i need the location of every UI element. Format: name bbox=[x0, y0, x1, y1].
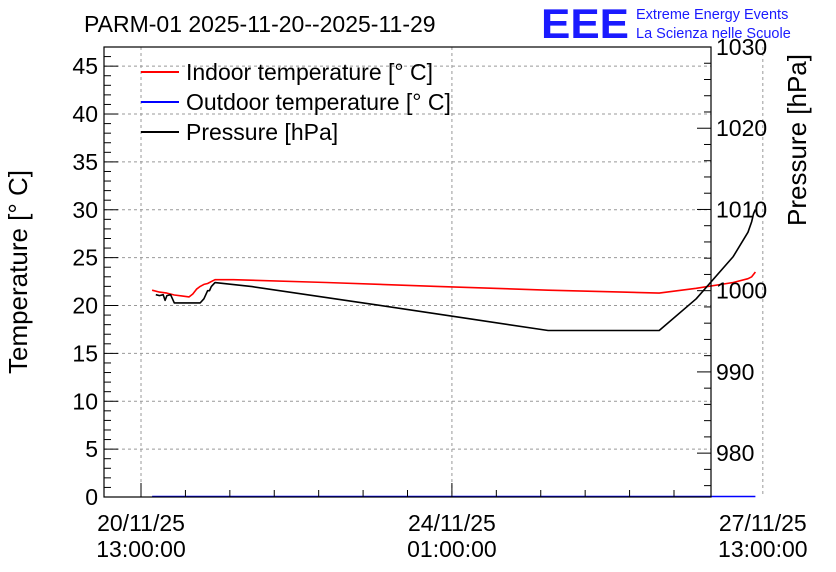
x-tick-label-time: 01:00:00 bbox=[407, 536, 497, 562]
x-tick-label-date: 27/11/25 bbox=[719, 510, 807, 536]
right-tick-label: 1000 bbox=[716, 278, 767, 304]
eee-logo-mark: EEE bbox=[541, 0, 629, 47]
right-tick-label: 1020 bbox=[716, 115, 767, 141]
legend-label-outdoor: Outdoor temperature [° C] bbox=[186, 89, 451, 115]
grid bbox=[104, 47, 764, 497]
right-tick-label: 980 bbox=[716, 440, 754, 466]
x-tick-label-time: 13:00:00 bbox=[96, 536, 186, 562]
left-tick-label: 45 bbox=[72, 53, 98, 79]
right-tick-label: 1030 bbox=[716, 34, 767, 60]
legend: Indoor temperature [° C] Outdoor tempera… bbox=[141, 59, 451, 145]
left-tick-label: 30 bbox=[72, 197, 98, 223]
x-tick-label-time: 13:00:00 bbox=[718, 536, 808, 562]
left-axis: 0 5 10 15 20 25 30 35 40 45 bbox=[72, 46, 118, 510]
left-tick-label: 20 bbox=[72, 293, 98, 319]
eee-logo-line2: La Scienza nelle Scuole bbox=[636, 26, 791, 42]
left-tick-label: 0 bbox=[85, 484, 98, 510]
right-tick-label: 990 bbox=[716, 359, 754, 385]
series-indoor bbox=[151, 271, 757, 298]
y-axis-label-right: Pressure [hPa] bbox=[782, 54, 812, 226]
x-axis: 20/11/2513:00:0024/11/2501:00:0027/11/25… bbox=[96, 483, 808, 562]
x-tick-label-date: 24/11/25 bbox=[408, 510, 496, 536]
right-tick-label: 1010 bbox=[716, 196, 767, 222]
left-tick-label: 15 bbox=[72, 340, 98, 366]
left-tick-label: 40 bbox=[72, 101, 98, 127]
series-pressure bbox=[155, 209, 757, 332]
legend-label-indoor: Indoor temperature [° C] bbox=[186, 59, 433, 85]
eee-logo-line1: Extreme Energy Events bbox=[636, 7, 788, 23]
x-tick-label-date: 20/11/25 bbox=[97, 510, 185, 536]
y-axis-label-left: Temperature [° C] bbox=[3, 170, 33, 374]
left-tick-label: 25 bbox=[72, 245, 98, 271]
legend-label-pressure: Pressure [hPa] bbox=[186, 119, 338, 145]
chart-title: PARM-01 2025-11-20--2025-11-29 bbox=[84, 11, 436, 37]
left-tick-label: 35 bbox=[72, 149, 98, 175]
right-axis: 980 990 1000 1010 1020 1030 bbox=[697, 34, 767, 487]
left-tick-label: 5 bbox=[85, 436, 98, 462]
left-tick-label: 10 bbox=[72, 388, 98, 414]
